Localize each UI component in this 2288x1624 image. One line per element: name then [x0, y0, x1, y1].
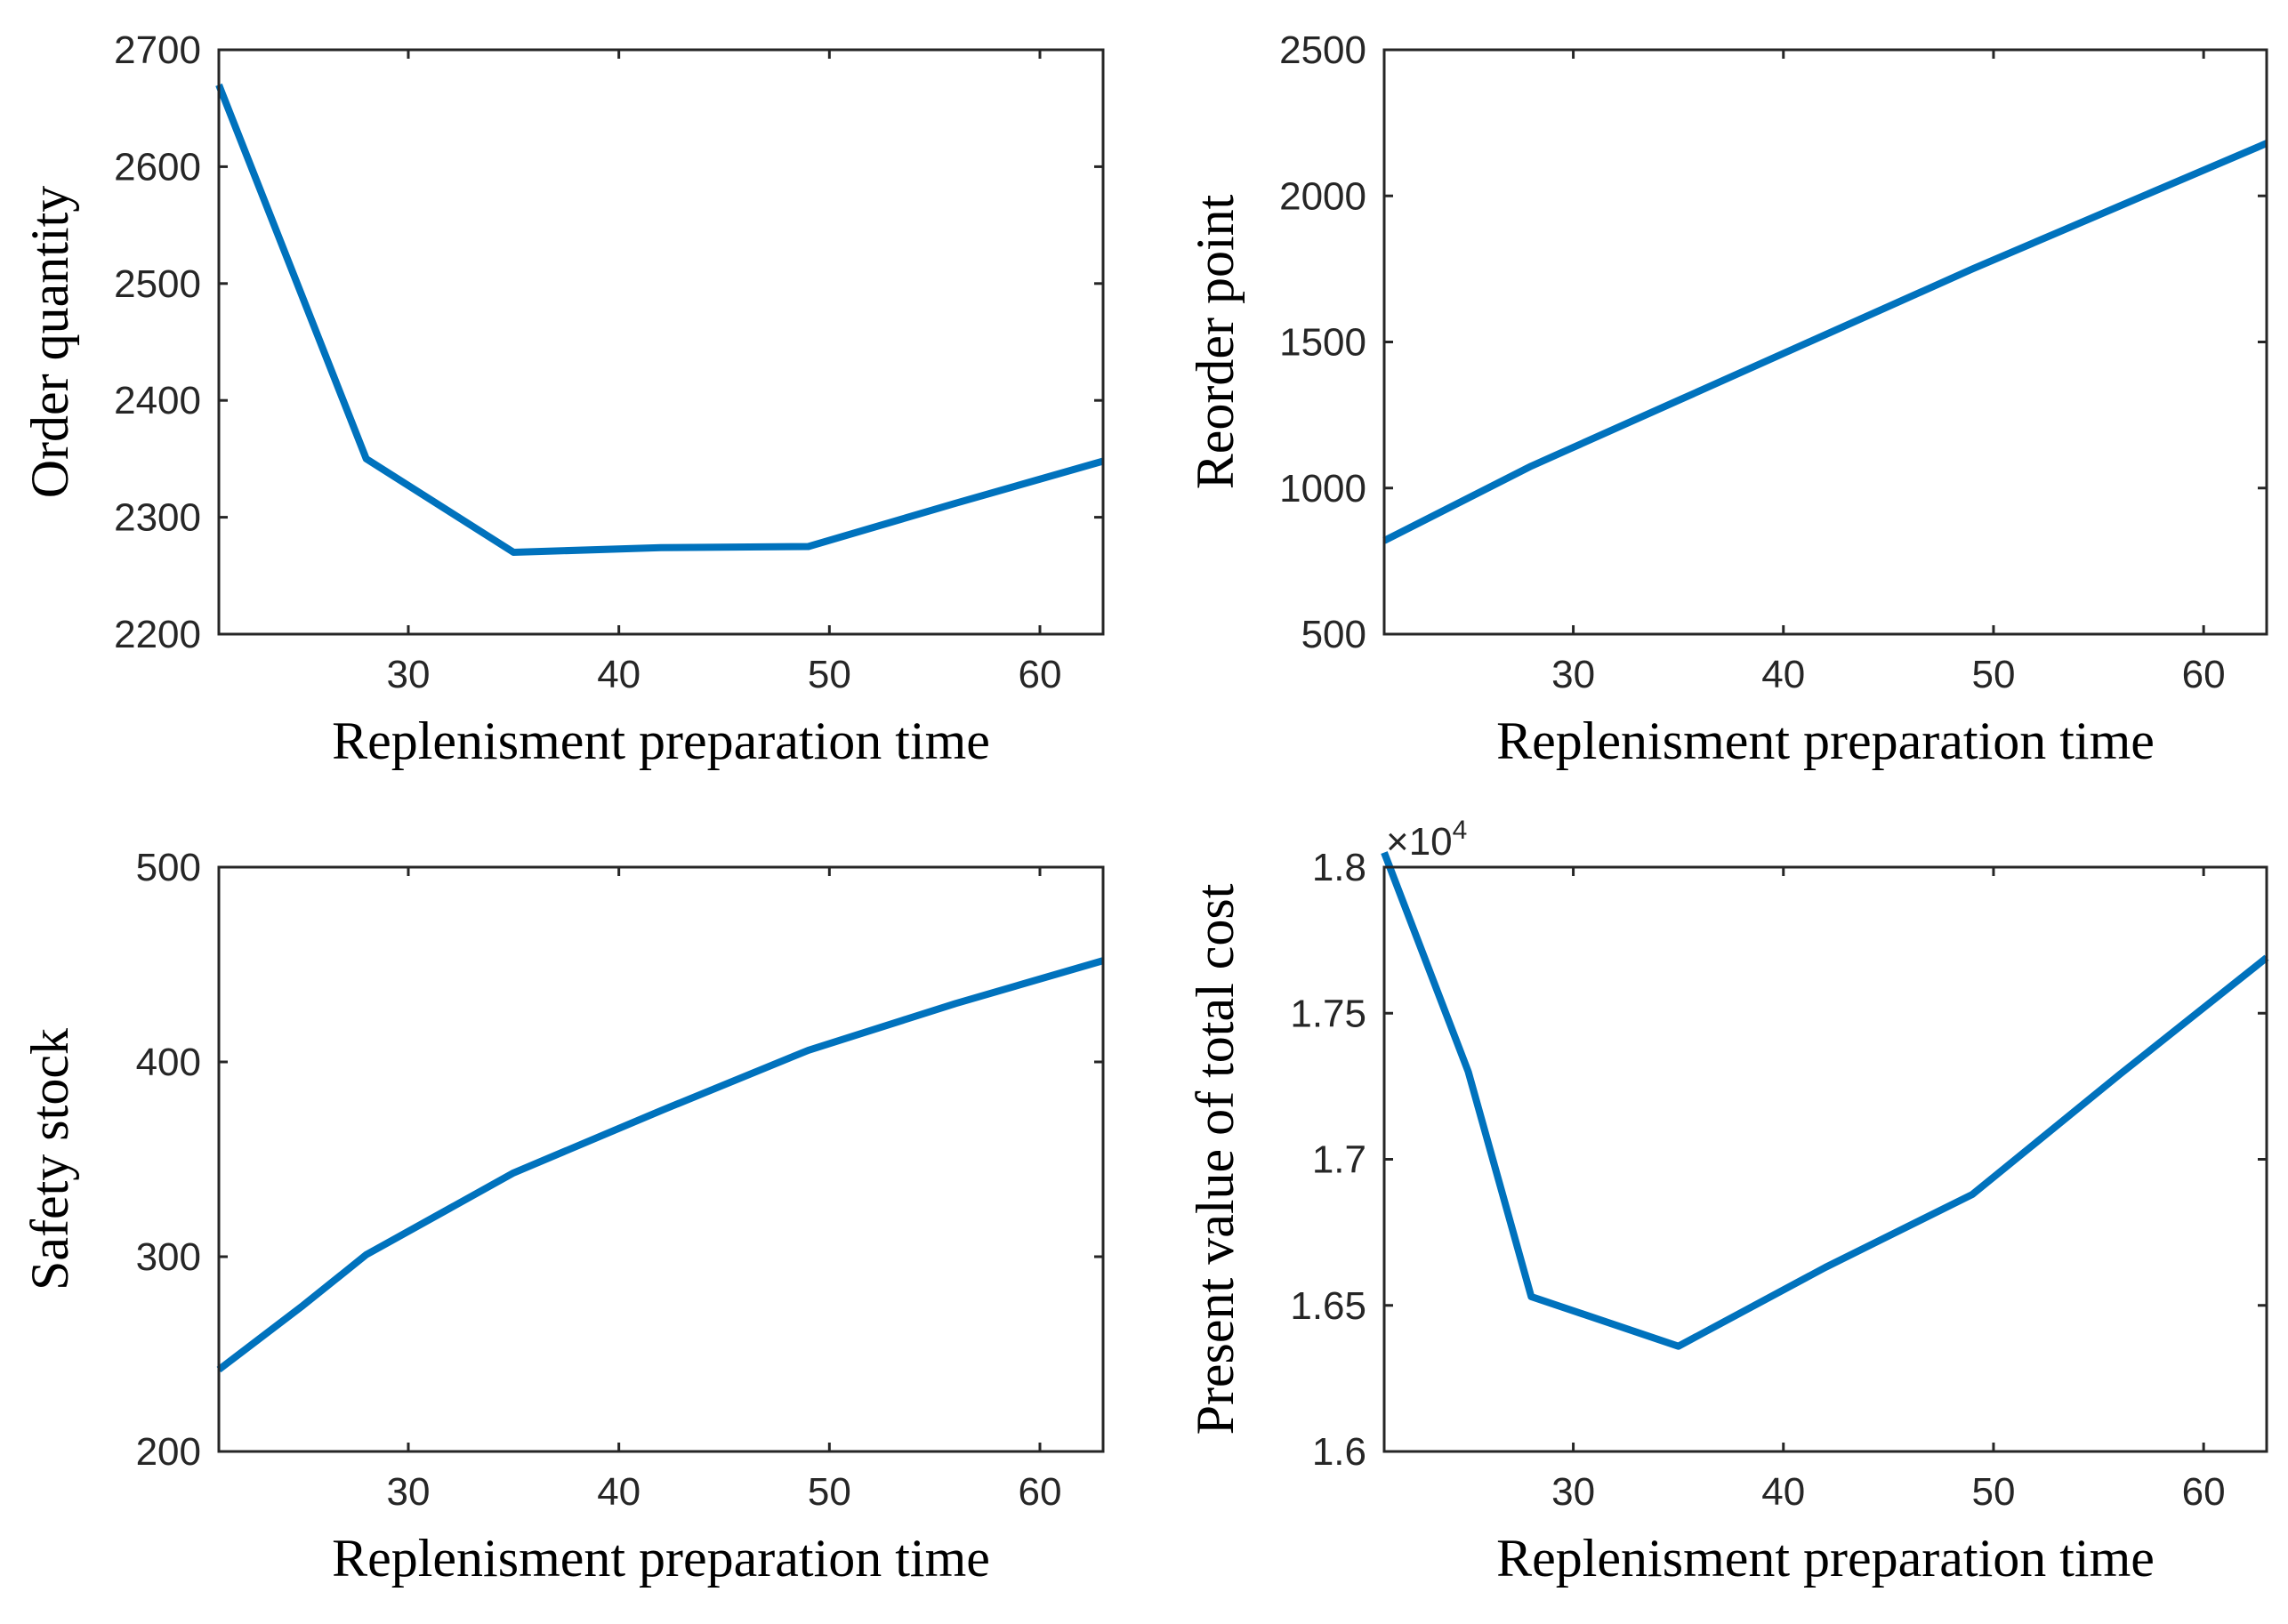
- x-tick-label: 30: [387, 1470, 431, 1514]
- order-quantity-series-line: [215, 83, 1105, 556]
- y-tick-label: 1000: [1279, 467, 1366, 511]
- x-tick-label: 30: [1551, 653, 1595, 696]
- y-tick-label: 1.65: [1290, 1284, 1366, 1328]
- y-tick-label: 2600: [114, 145, 201, 189]
- y-tick-label: 1.75: [1290, 992, 1366, 1035]
- y-tick-label: 2700: [114, 28, 201, 72]
- y-tick-label: 1500: [1279, 321, 1366, 365]
- present-value-total-cost-series-line: [1381, 851, 2269, 1350]
- x-tick-label: 30: [387, 653, 431, 696]
- reorder-point-panel: 30 40 50 60 500 1000 1500 2000 2500 Replenisment …: [1186, 28, 2268, 770]
- x-tick-label: 50: [1971, 1470, 2015, 1514]
- y-exponent-label: ×104: [1386, 816, 1467, 864]
- y-tick-label: 2000: [1279, 174, 1366, 218]
- x-tick-label: 40: [597, 653, 640, 696]
- y-exponent-base: ×10: [1386, 820, 1453, 864]
- y-tick-label: 500: [136, 846, 201, 889]
- x-tick-label: 40: [1761, 1470, 1805, 1514]
- y-axis-title: Safety stock: [20, 1028, 79, 1290]
- safety-stock-axes-frame: [217, 865, 1105, 1453]
- y-tick-label: 2300: [114, 496, 201, 540]
- x-tick-label: 60: [1019, 653, 1062, 696]
- order-quantity-axes-frame: [217, 48, 1105, 636]
- x-axis-title: Replenisment preparation time: [1496, 712, 2155, 770]
- y-tick-label: 1.6: [1312, 1430, 1366, 1474]
- y-axis-title: Reorder point: [1186, 194, 1245, 489]
- x-tick-label: 40: [597, 1470, 640, 1514]
- x-tick-label: 50: [1971, 653, 2015, 696]
- y-tick-label: 2500: [114, 262, 201, 306]
- y-axis-title: Present value of total cost: [1186, 883, 1245, 1435]
- y-tick-label: 1.8: [1312, 846, 1366, 889]
- x-tick-label: 60: [2182, 1470, 2226, 1514]
- x-axis-title: Replenisment preparation time: [1496, 1529, 2155, 1588]
- x-axis-title: Replenisment preparation time: [332, 1529, 990, 1588]
- x-tick-label: 60: [1019, 1470, 1062, 1514]
- y-exponent-power: 4: [1453, 816, 1468, 845]
- x-tick-label: 30: [1551, 1470, 1595, 1514]
- x-tick-label: 50: [808, 1470, 851, 1514]
- y-axis-title: Order quantity: [20, 186, 79, 499]
- y-tick-label: 2200: [114, 613, 201, 656]
- x-tick-label: 40: [1761, 653, 1805, 696]
- present-value-total-cost-axes-frame: [1382, 865, 2268, 1453]
- safety-stock-series-line: [216, 957, 1105, 1373]
- x-tick-label: 60: [2182, 653, 2226, 696]
- reorder-point-series-line: [1382, 140, 2268, 544]
- order-quantity-panel: 30 40 50 60 2200 2300 2400 2500 2600 2700 Replenis…: [20, 28, 1105, 770]
- y-tick-label: 200: [136, 1430, 201, 1474]
- y-tick-label: 2500: [1279, 28, 1366, 72]
- y-tick-label: 500: [1301, 613, 1366, 656]
- safety-stock-panel: 30 40 50 60 200 300 400 500 Replenisment prepara…: [20, 846, 1105, 1588]
- y-tick-label: 400: [136, 1041, 201, 1084]
- x-axis-title: Replenisment preparation time: [332, 712, 990, 770]
- y-tick-label: 2400: [114, 379, 201, 422]
- y-tick-label: 300: [136, 1235, 201, 1279]
- present-value-total-cost-panel: 30 40 50 60 1.6 1.65 1.7 1.75 1.8 Replenisment pr…: [1186, 816, 2269, 1588]
- y-tick-label: 1.7: [1312, 1138, 1366, 1182]
- reorder-point-axes-frame: [1382, 48, 2268, 636]
- x-tick-label: 50: [808, 653, 851, 696]
